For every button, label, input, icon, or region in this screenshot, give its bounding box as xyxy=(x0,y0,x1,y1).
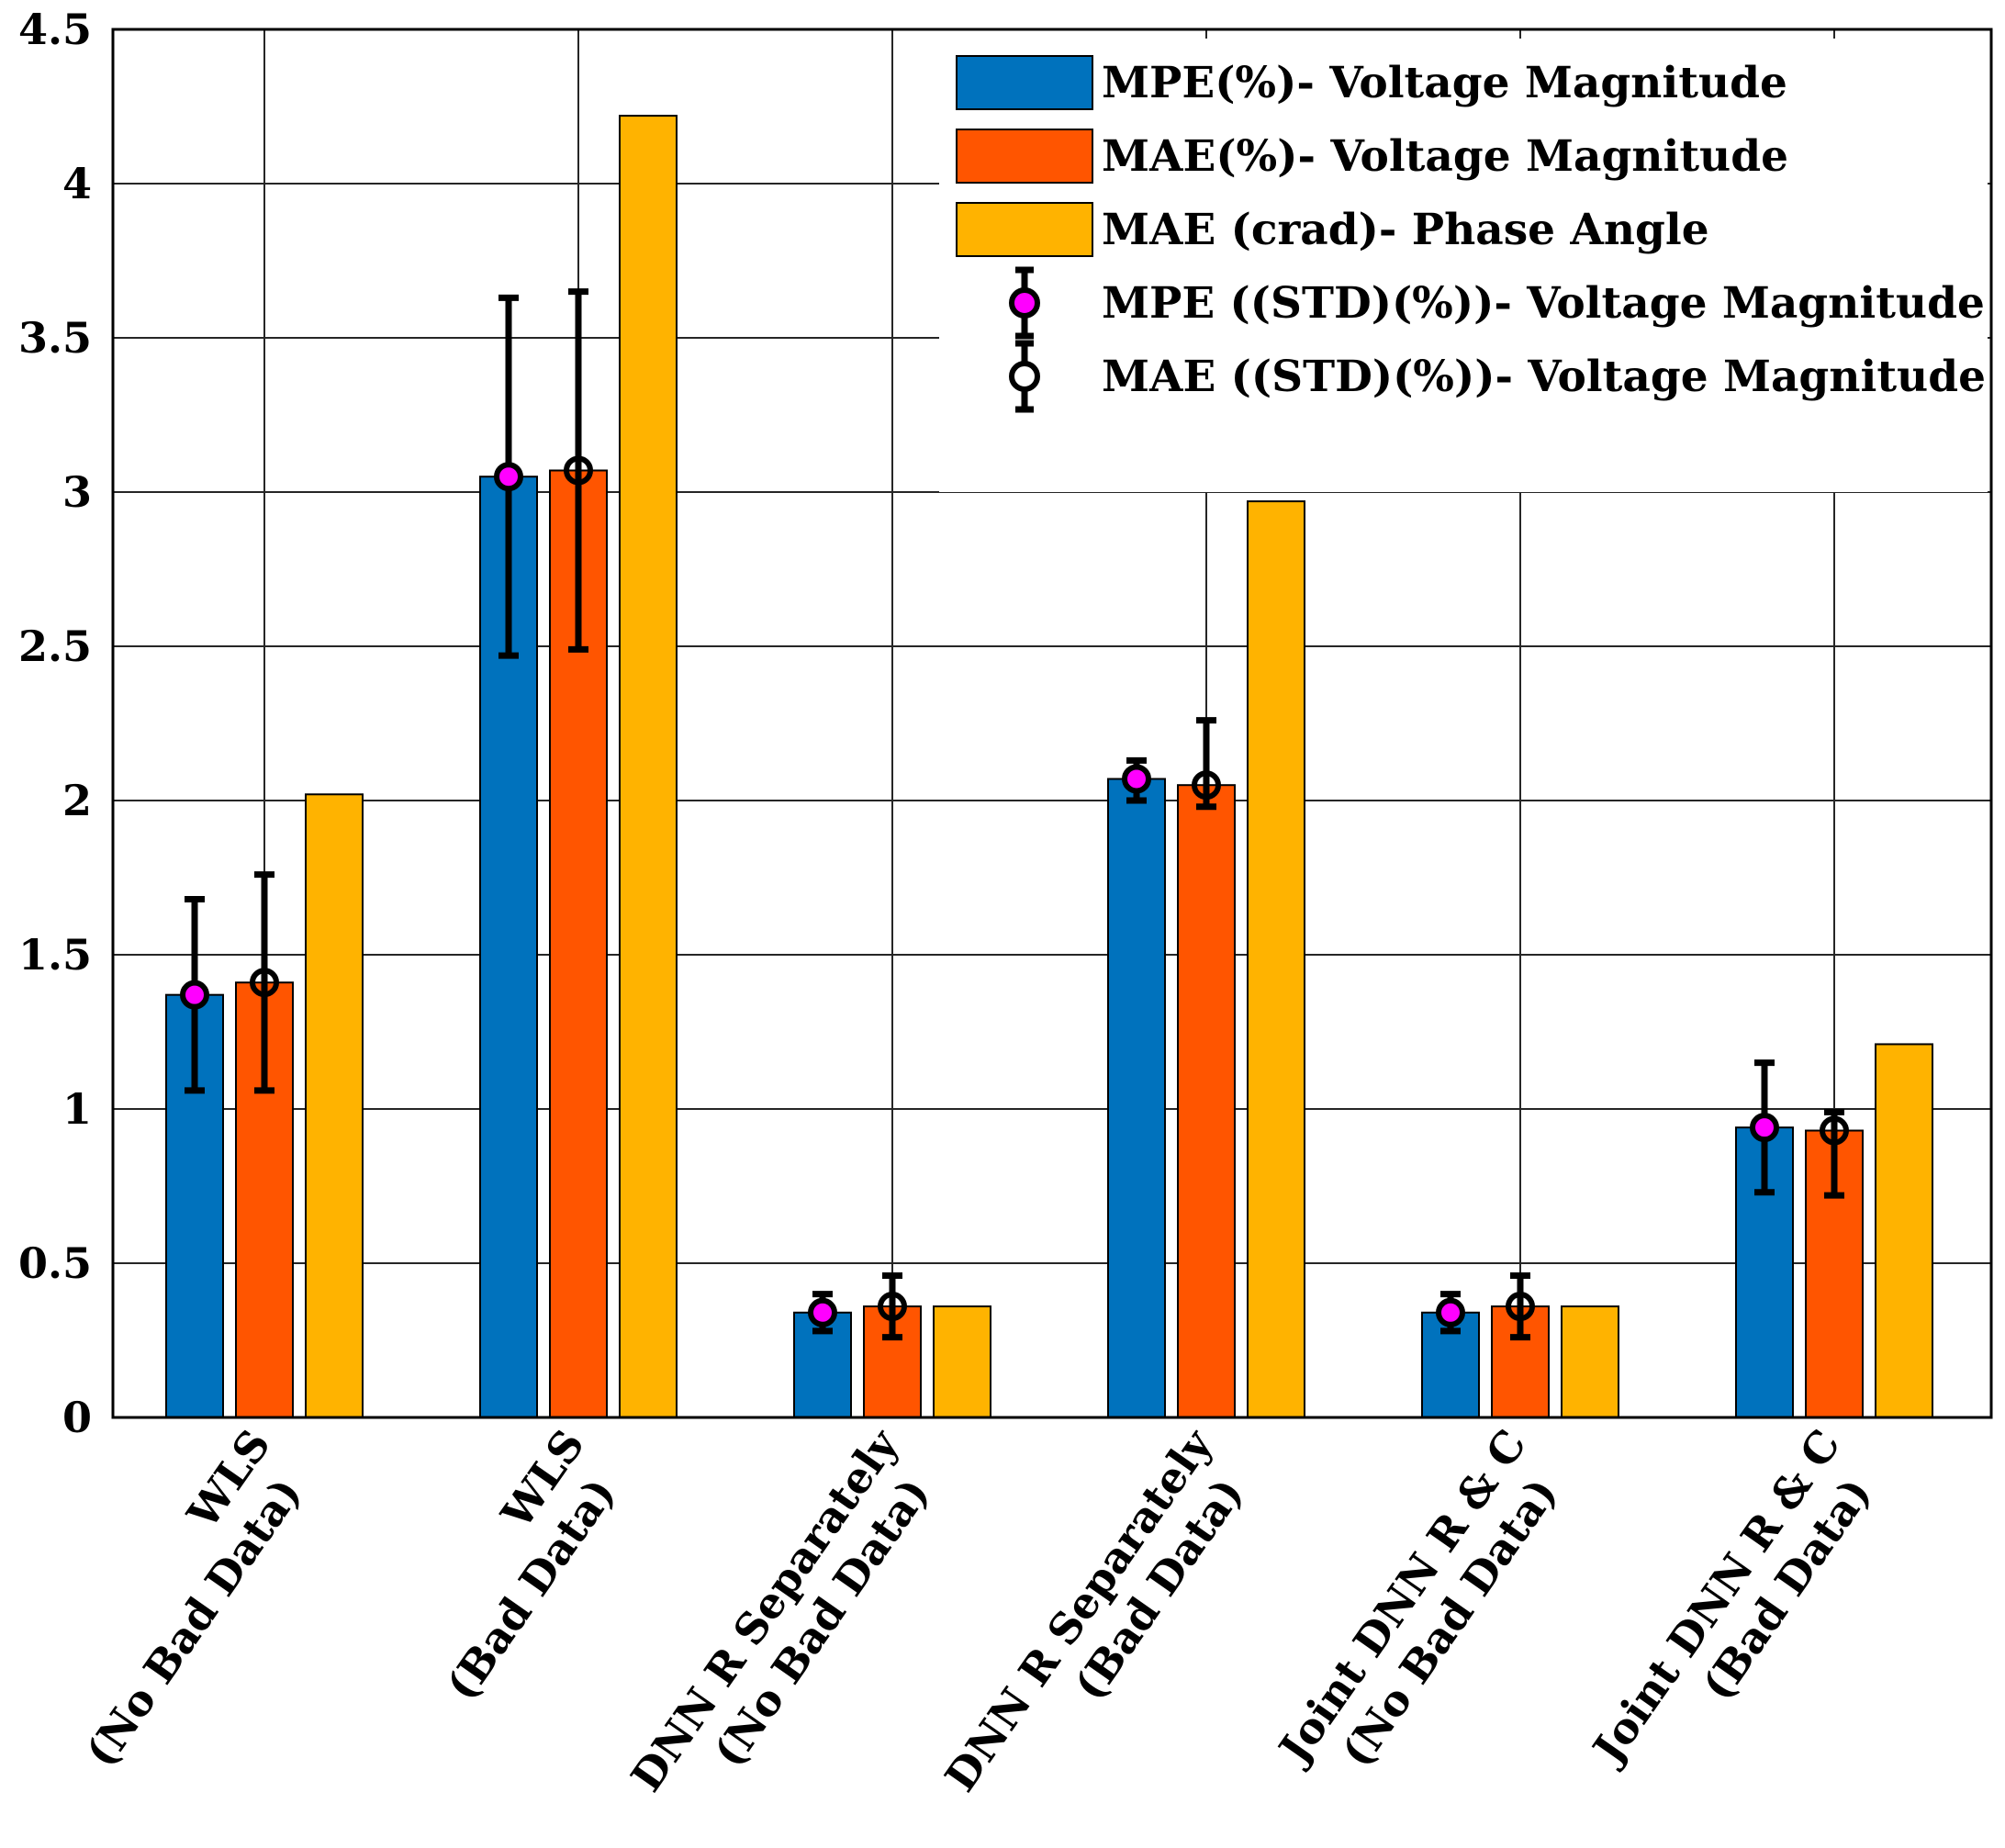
bar-series-3 xyxy=(933,1305,991,1419)
bar-series-3 xyxy=(305,793,364,1418)
error-bars-layer xyxy=(180,288,1849,1341)
error-bar-marker xyxy=(564,455,593,486)
legend-label: MPE(%)- Voltage Magnitude xyxy=(1102,58,1787,108)
legend: MPE(%)- Voltage Magnitude MAE(%)- Voltage… xyxy=(939,39,1988,492)
error-bar-mae xyxy=(878,1271,907,1341)
error-bar-mpe xyxy=(1750,1059,1779,1196)
error-bar-mpe xyxy=(494,294,523,659)
y-tick-label: 2.5 xyxy=(18,622,92,671)
x-tick-label: DNN R Separately(Bad Data) xyxy=(935,1419,1253,1800)
y-tick-label: 3.5 xyxy=(18,313,92,363)
error-bar-marker xyxy=(494,462,523,492)
bar-series-2 xyxy=(1177,784,1236,1418)
error-bar-mpe xyxy=(1436,1291,1465,1335)
bar-series-3 xyxy=(619,115,678,1419)
x-axis-ticks: WLS(No Bad Data) WLS(Bad Data)DNN R Separ… xyxy=(75,1419,1880,1800)
error-bar-mpe xyxy=(180,896,209,1094)
error-bar-marker xyxy=(1122,764,1151,794)
error-bar-marker xyxy=(878,1292,907,1322)
error-bar-marker xyxy=(1436,1297,1465,1327)
legend-errorbar-symbol xyxy=(1009,266,1040,340)
y-tick-label: 1 xyxy=(62,1084,92,1134)
legend-label: MAE(%)- Voltage Magnitude xyxy=(1102,131,1788,182)
error-bar-mae xyxy=(1192,717,1221,811)
error-bar-mpe xyxy=(1122,756,1151,804)
y-tick-label: 0.5 xyxy=(18,1238,92,1288)
legend-swatch xyxy=(956,202,1093,257)
bar-series-3 xyxy=(1561,1305,1619,1419)
legend-label: MAE ((STD)(%))- Voltage Magnitude xyxy=(1102,352,1986,402)
x-tick-label: Joint DNN R & C(No Bad Data) xyxy=(1267,1420,1566,1775)
x-tick-label: WLS(No Bad Data) xyxy=(75,1420,310,1775)
error-bar-marker xyxy=(1192,770,1221,801)
y-tick-label: 1.5 xyxy=(18,930,92,980)
error-bar-mae xyxy=(1820,1108,1849,1199)
error-bar-marker xyxy=(1820,1115,1849,1146)
error-bar-marker xyxy=(250,968,279,998)
x-tick-line-1: DNN R Separately xyxy=(935,1419,1223,1800)
y-axis-ticks: 0 0.5 1 1.5 2 2.5 3 3.5 4 4.5 xyxy=(18,5,92,1442)
legend-label: MAE (crad)- Phase Angle xyxy=(1102,205,1709,255)
error-bar-mae xyxy=(564,288,593,653)
legend-swatch xyxy=(956,55,1093,110)
y-tick-label: 3 xyxy=(62,467,92,517)
error-bar-marker xyxy=(1506,1292,1535,1322)
bar-series-1 xyxy=(1107,778,1166,1418)
x-tick-label: WLS(Bad Data) xyxy=(436,1420,624,1708)
y-tick-label: 4.5 xyxy=(18,5,92,54)
y-tick-label: 0 xyxy=(62,1393,92,1442)
y-tick-label: 2 xyxy=(62,776,92,825)
bar-series-3 xyxy=(1247,500,1305,1418)
error-bar-marker xyxy=(1750,1113,1779,1143)
error-bar-marker xyxy=(808,1297,837,1327)
y-tick-label: 4 xyxy=(62,159,92,208)
x-tick-label: DNN R Separately(No Bad Data) xyxy=(622,1419,939,1800)
x-tick-label: Joint DNN R & C(Bad Data) xyxy=(1581,1420,1880,1775)
error-bar-mpe xyxy=(808,1291,837,1335)
error-bar-mae xyxy=(250,871,279,1094)
plot-frame xyxy=(111,28,1993,1419)
error-bar-mae xyxy=(1506,1271,1535,1341)
bar-series-3 xyxy=(1875,1043,1933,1418)
error-bar-marker xyxy=(180,980,209,1010)
legend-errorbar-symbol xyxy=(1009,340,1040,413)
legend-box xyxy=(939,39,1988,492)
legend-swatch xyxy=(956,129,1093,184)
legend-label: MPE ((STD)(%))- Voltage Magnitude xyxy=(1102,278,1985,329)
